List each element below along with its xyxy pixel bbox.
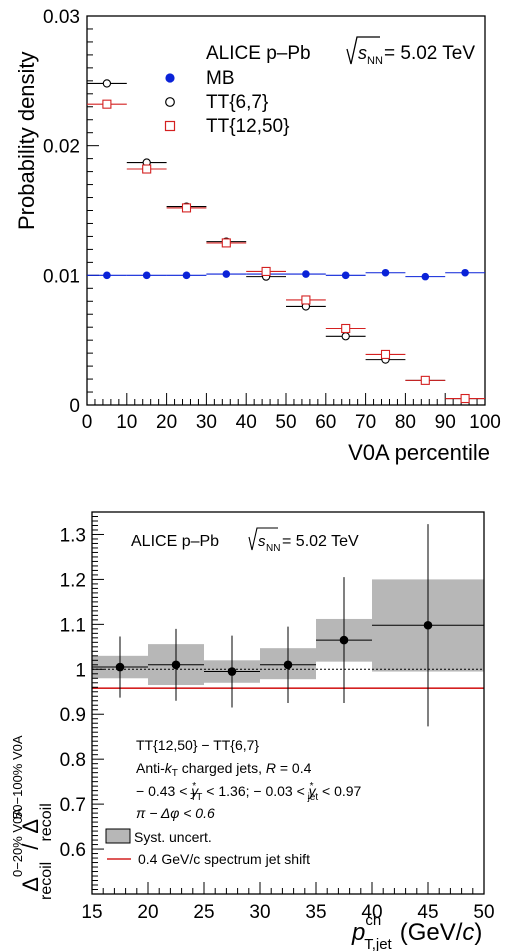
legend-marker-mb	[165, 73, 175, 83]
top-x-tick-label: 70	[355, 412, 376, 433]
top-x-tick-label: 10	[116, 412, 137, 433]
bottom-point	[227, 667, 237, 676]
top-point-tt1250	[341, 323, 351, 334]
top-point-mb	[222, 270, 231, 278]
top-y-tick-label: 0.02	[43, 137, 80, 158]
top-x-tick-label: 0	[82, 412, 93, 433]
top-point-tt67	[341, 332, 350, 341]
svg-text:s: s	[258, 533, 266, 550]
legend-label-tt1250: TT{12,50}	[206, 116, 289, 137]
annotation-dphi: π − Δφ < 0.6	[136, 805, 215, 821]
top-legend: ALICE p–Pb s NN = 5.02 TeV MB TT{6,7} TT…	[164, 36, 475, 137]
bottom-y-tick-label: 0.6	[60, 840, 86, 861]
bottom-x-tick-label: 15	[81, 902, 102, 923]
top-point-mb	[142, 271, 151, 280]
bottom-chart: 15 20 25 30 35 40 45 50 0.6 0.7 0.8 0.9 1 1.1 1.2 1.3 A…	[10, 511, 495, 951]
top-x-tick-label: 40	[236, 412, 257, 433]
bottom-y-tick-label: 0.7	[60, 795, 86, 816]
bottom-header-energy: = 5.02 TeV	[282, 533, 359, 550]
top-x-tick-label: 20	[156, 412, 177, 433]
top-point-tt1250	[380, 349, 391, 359]
top-point-tt1250	[420, 375, 430, 385]
bottom-y-tick-label: 1.3	[60, 525, 86, 546]
top-y-axis-title: Probability density	[14, 51, 39, 230]
top-x-tick-label: 100	[469, 412, 501, 433]
top-point-tt1250	[301, 295, 311, 305]
top-legend-energy: = 5.02 TeV	[384, 43, 475, 64]
legend-syst-box	[105, 828, 131, 844]
bottom-y-tick-label: 1.1	[60, 615, 86, 636]
legend-label-mb: MB	[206, 68, 235, 89]
top-point-tt1250	[181, 203, 192, 213]
bottom-point	[283, 660, 293, 670]
top-x-tick-label: 90	[435, 412, 456, 433]
top-x-tick-label: 30	[196, 412, 217, 433]
bottom-point	[171, 660, 181, 670]
bottom-x-tick-label: 20	[137, 902, 158, 923]
bottom-point	[423, 620, 433, 630]
top-point-mb	[182, 271, 191, 280]
top-plot-frame	[86, 15, 486, 406]
top-x-tick-label: 80	[395, 412, 416, 433]
svg-text:NN: NN	[266, 543, 280, 554]
annotation-rapidity: − 0.43 < y* TT < 1.36; − 0.03 < y* jet < 0…	[136, 781, 362, 803]
legend-label-tt67: TT{6,7}	[206, 92, 268, 113]
top-point-mb	[302, 270, 310, 278]
top-point-tt1250	[261, 266, 271, 276]
bottom-axis-ticks: 15 20 25 30 35 40 45 50 0.6 0.7 0.8 0.9 1 1.1 1.2 1.3	[60, 511, 495, 923]
bottom-point	[115, 662, 125, 672]
top-y-tick-label: 0.01	[43, 266, 80, 287]
top-chart: 0 10 20 30 40 50 60 70 80 90 100 0 0.01 0.02 0.03 ALIC…	[14, 7, 501, 465]
legend-shift-label: 0.4 GeV/c spectrum jet shift	[138, 851, 310, 867]
sqrt-symbol: s NN	[346, 36, 383, 67]
bottom-y-tick-label: 0.8	[60, 750, 86, 771]
bottom-y-tick-label: 1.2	[60, 570, 86, 591]
top-point-tt1250	[460, 393, 470, 404]
legend-marker-tt1250	[164, 120, 176, 132]
top-data-layer	[87, 79, 485, 404]
annotation-tt-diff: TT{12,50} − TT{6,7}	[136, 737, 259, 753]
bottom-x-tick-label: 30	[249, 902, 270, 923]
top-y-tick-label: 0.03	[43, 7, 80, 28]
annotation-jets: Anti-kT charged jets, R = 0.4	[136, 760, 312, 779]
svg-text:s: s	[358, 43, 367, 63]
svg-text:NN: NN	[367, 55, 383, 67]
bottom-y-tick-label: 1	[75, 660, 86, 681]
bottom-x-tick-label: 35	[305, 902, 326, 923]
bottom-data-layer	[92, 524, 484, 727]
top-point-mb	[381, 268, 390, 277]
sqrt-symbol-bottom: s NN	[248, 527, 280, 554]
top-point-tt1250	[221, 238, 231, 248]
top-point-mb	[103, 271, 111, 280]
bottom-x-tick-label: 25	[193, 902, 214, 923]
top-legend-header: ALICE p–Pb	[206, 43, 311, 64]
top-x-axis-title: V0A percentile	[348, 440, 490, 465]
bottom-x-tick-label: 40	[361, 902, 382, 923]
top-axis-ticks: 0 10 20 30 40 50 60 70 80 90 100 0 0.01 0.02 0.03	[43, 7, 501, 433]
bottom-x-tick-label: 50	[473, 902, 494, 923]
bottom-legend: Syst. uncert. 0.4 GeV/c spectrum jet shi…	[105, 828, 310, 867]
bottom-y-axis-title: Δ0−20% V0Arecoil/Δ50−100% V0Arecoil	[10, 735, 55, 900]
bottom-point	[339, 635, 349, 645]
bottom-header: ALICE p–Pb	[131, 533, 219, 550]
top-y-tick-label: 0	[69, 396, 80, 417]
bottom-x-axis-title: pch T,jet (GeV/c)	[351, 912, 482, 951]
top-x-tick-label: 60	[315, 412, 336, 433]
top-point-tt67	[102, 79, 112, 88]
top-point-mb	[341, 271, 350, 280]
svg-text:Δ0−20% V0Arecoil/Δ50−100% V0Ar: Δ0−20% V0Arecoil/Δ50−100% V0Arecoil	[10, 735, 55, 900]
bottom-x-tick-label: 45	[417, 902, 438, 923]
top-point-mb	[461, 268, 469, 277]
top-point-tt1250	[102, 99, 112, 109]
legend-marker-tt67	[165, 97, 175, 107]
top-point-tt1250	[142, 164, 152, 174]
bottom-y-tick-label: 0.9	[60, 705, 86, 726]
legend-syst-label: Syst. uncert.	[134, 829, 212, 845]
top-point-mb	[421, 272, 430, 281]
bottom-plot-frame	[91, 511, 485, 895]
top-x-tick-label: 50	[275, 412, 296, 433]
